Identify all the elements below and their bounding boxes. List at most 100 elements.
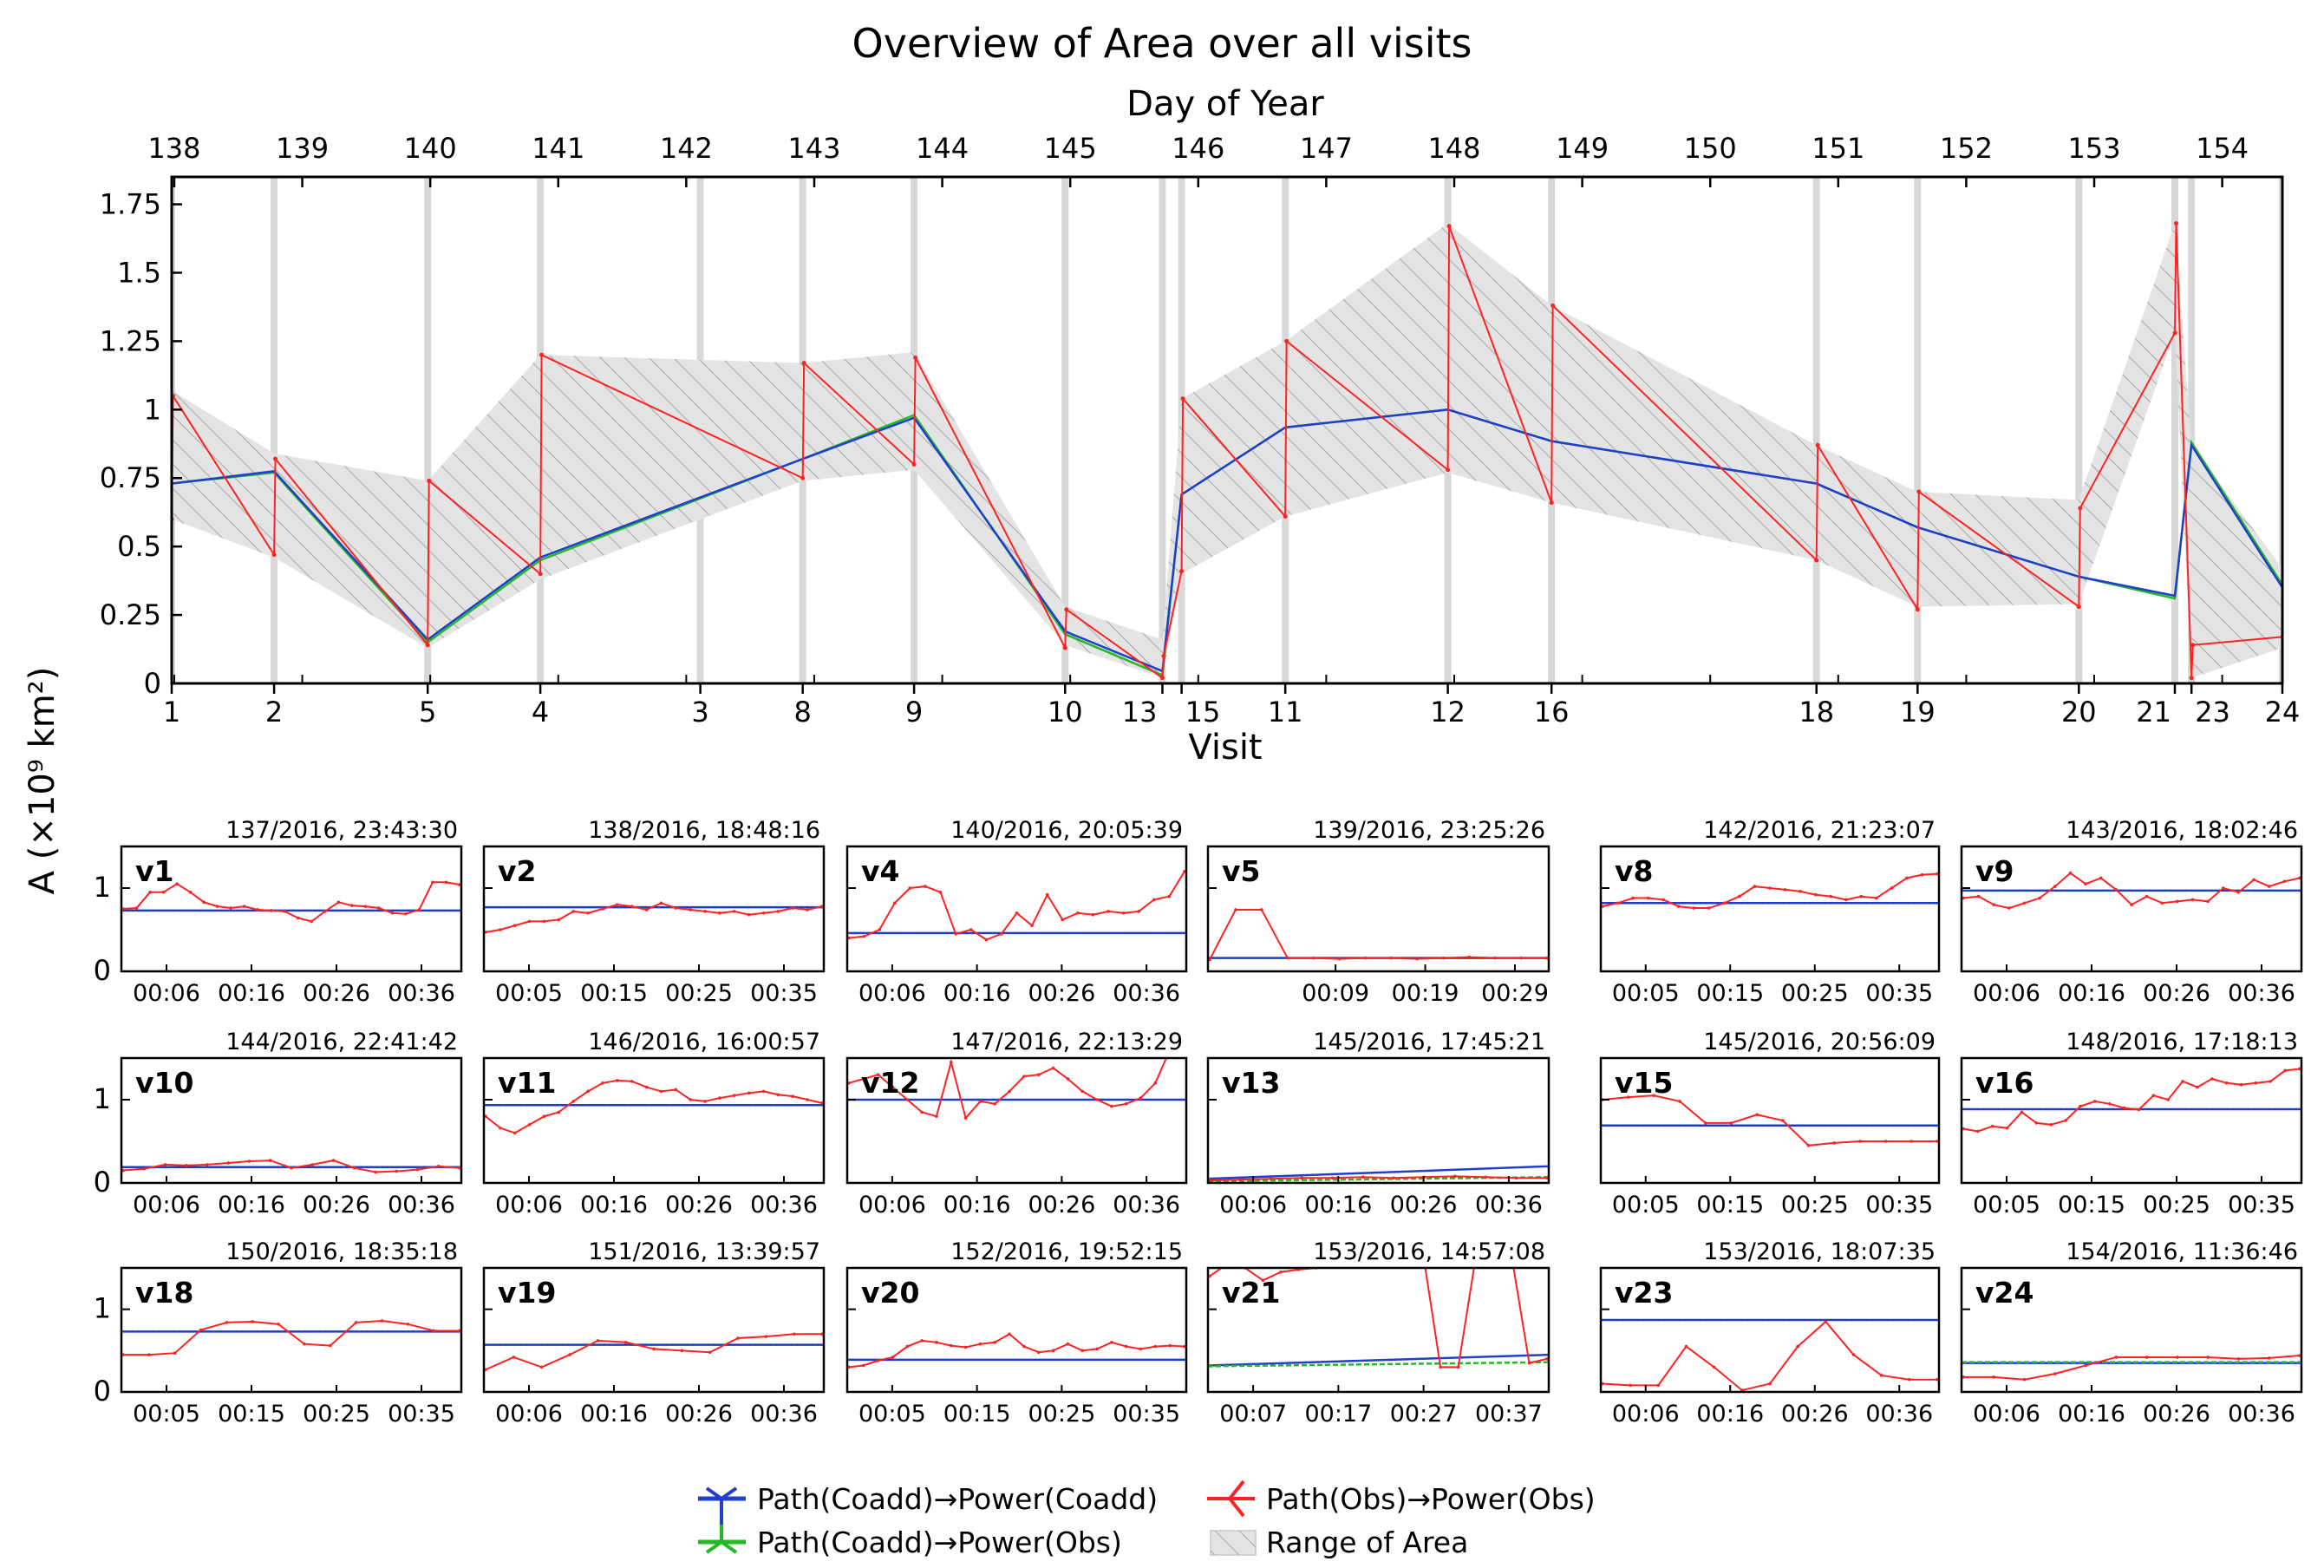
- obs-point: [2206, 899, 2210, 904]
- obs-point: [2022, 901, 2027, 905]
- doy-tick-label: 148: [1427, 132, 1480, 165]
- obs-point: [1453, 1174, 1457, 1179]
- subplot-visit-label: v4: [861, 854, 899, 888]
- subplot-x-tick-label: 00:06: [1973, 980, 2040, 1007]
- subplot-date: 147/2016, 22:13:29: [950, 1029, 1183, 1055]
- obs-point: [963, 1345, 968, 1349]
- obs-point: [1446, 224, 1452, 229]
- series-coadd-obs: [1208, 1361, 1549, 1368]
- obs-point: [2068, 871, 2073, 875]
- obs-point: [908, 886, 912, 890]
- subplot-v24: v24 154/2016, 11:36:46 00:06 00:16 00:26 00:3…: [1960, 1238, 2303, 1428]
- obs-point: [1091, 912, 1095, 917]
- obs-point: [283, 910, 287, 913]
- subplot-date: 142/2016, 21:23:07: [1703, 817, 1936, 844]
- obs-point: [350, 904, 354, 907]
- visit-band: [2171, 177, 2179, 683]
- subplot-frame: [120, 1056, 463, 1185]
- obs-point: [862, 1363, 865, 1368]
- obs-point: [2076, 604, 2081, 610]
- doy-tick-label: 138: [147, 132, 200, 165]
- subplot-v23: v23 153/2016, 18:07:35 00:06 00:16 00:26 00:3…: [1599, 1238, 1941, 1428]
- subplot-area: [1208, 908, 1549, 962]
- obs-point: [1062, 645, 1067, 650]
- obs-point: [271, 552, 277, 558]
- subplot-x-tick-label: 00:15: [1696, 1192, 1764, 1218]
- series-obs-obs: [122, 881, 460, 923]
- obs-point: [431, 880, 434, 885]
- subplot-x-tick-label: 00:27: [1390, 1401, 1458, 1428]
- obs-point: [247, 1160, 251, 1163]
- y-tick-label: 0.5: [117, 530, 161, 563]
- obs-point: [801, 361, 806, 366]
- subplot-date: 151/2016, 13:39:57: [588, 1238, 820, 1265]
- obs-point: [1330, 1176, 1335, 1180]
- obs-point: [512, 924, 517, 927]
- obs-point: [2151, 1094, 2156, 1097]
- subplot-area: [1962, 871, 2301, 910]
- obs-point: [862, 1077, 865, 1081]
- obs-point: [1905, 876, 1909, 880]
- obs-point: [2222, 886, 2225, 890]
- obs-point: [1768, 886, 1772, 890]
- subplot-x-tick-label: 00:16: [1696, 1401, 1764, 1428]
- obs-point: [2034, 1121, 2039, 1125]
- obs-point: [1064, 607, 1069, 612]
- subplot-x-tick-label: 00:35: [1865, 1192, 1933, 1218]
- subplot-frame: [482, 1266, 826, 1394]
- obs-point: [184, 1164, 188, 1167]
- visit-tick-label: 15: [1185, 696, 1221, 728]
- obs-point: [2254, 1081, 2258, 1085]
- subplot-date: 148/2016, 17:18:13: [2066, 1029, 2298, 1055]
- obs-point: [708, 1350, 712, 1355]
- obs-point: [1153, 1344, 1158, 1349]
- obs-point: [1139, 1096, 1143, 1100]
- subplot-date: 138/2016, 18:48:16: [588, 817, 820, 844]
- series-obs-obs: [1962, 1068, 2301, 1133]
- obs-point: [616, 1079, 619, 1082]
- subplot-visit-label: v10: [135, 1066, 193, 1100]
- subplot-v10: v10 144/2016, 22:41:42 0 1 00:06 00:16 00:26 00…: [94, 1029, 463, 1218]
- subplot-grid: v1 137/2016, 23:43:30 0 1 00:06 00:16 00:26 00:…: [94, 817, 2303, 1428]
- obs-point: [630, 1080, 634, 1083]
- visit-tick-label: 19: [1900, 696, 1936, 728]
- obs-point: [1909, 1140, 1914, 1143]
- obs-point: [2122, 1106, 2126, 1110]
- series-obs-obs: [1602, 1094, 1937, 1147]
- obs-point: [1656, 1383, 1661, 1388]
- obs-point: [949, 1343, 953, 1348]
- obs-point: [1392, 1176, 1395, 1180]
- subplot-date: 145/2016, 17:45:21: [1313, 1029, 1545, 1055]
- subplot-x-tick-label: 00:05: [495, 980, 563, 1007]
- obs-point: [390, 911, 395, 915]
- y-tick-label: 1.25: [100, 324, 161, 357]
- subplot-y-tick-label: 0: [94, 1375, 111, 1408]
- obs-point: [596, 1339, 600, 1343]
- subplot-x-tick-label: 00:16: [2058, 1401, 2125, 1428]
- visit-tick-label: 18: [1798, 696, 1834, 728]
- obs-point: [1519, 956, 1523, 960]
- visit-band: [2279, 177, 2282, 683]
- obs-point: [432, 1329, 435, 1333]
- subplot-area: [847, 1332, 1186, 1369]
- visit-tick-label: 9: [905, 696, 923, 728]
- obs-point: [892, 901, 897, 905]
- obs-point: [2022, 1377, 2027, 1382]
- obs-point: [2190, 898, 2195, 902]
- subplot-visit-label: v13: [1222, 1066, 1280, 1100]
- obs-point: [1139, 1347, 1143, 1351]
- obs-point: [680, 1349, 684, 1353]
- obs-point: [1226, 1262, 1230, 1265]
- subplot-visit-label: v9: [1975, 854, 2014, 888]
- obs-point: [1269, 1177, 1273, 1180]
- obs-point: [499, 1126, 502, 1130]
- obs-point: [984, 938, 989, 942]
- chart-title: Overview of Area over all visits: [852, 20, 1472, 67]
- subplot-frame: [482, 845, 826, 973]
- subplot-area: [1962, 1067, 2301, 1134]
- subplot-x-tick-label: 00:36: [2228, 980, 2295, 1007]
- y-tick-label: 0: [144, 667, 161, 700]
- doy-tick-label: 147: [1300, 132, 1353, 165]
- obs-point: [499, 928, 502, 931]
- subplot-visit-label: v1: [135, 854, 173, 888]
